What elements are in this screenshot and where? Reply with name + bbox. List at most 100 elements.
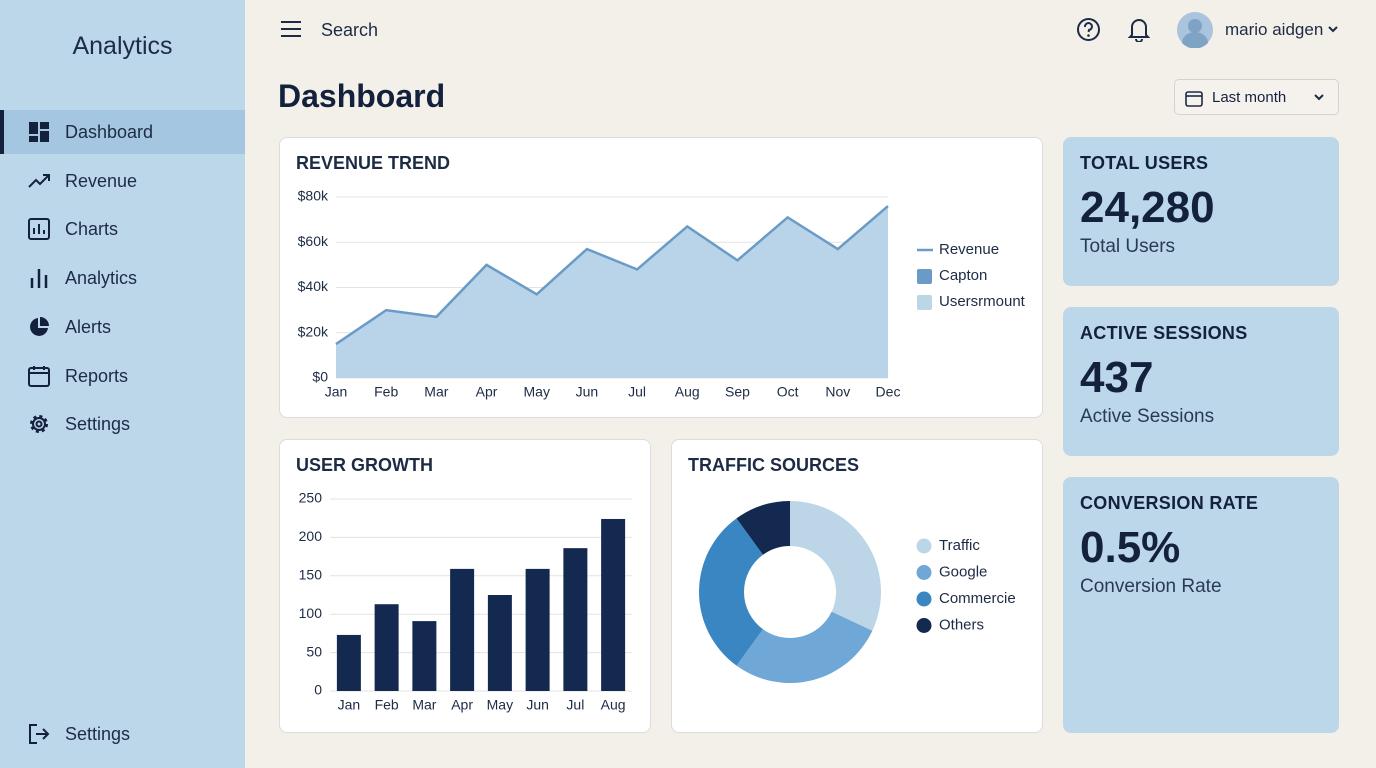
icon: [30, 317, 49, 336]
legend-label: Revenue: [939, 241, 999, 258]
chart-title: USER GROWTH: [296, 455, 433, 475]
x-tick-label: Oct: [777, 384, 799, 400]
y-tick-label: 150: [299, 567, 323, 583]
date-filter[interactable]: Last month: [1174, 79, 1339, 115]
x-tick-label: Apr: [476, 384, 498, 400]
x-tick-label: Jan: [325, 384, 348, 400]
x-tick-label: Aug: [675, 384, 700, 400]
avatar[interactable]: [1177, 12, 1213, 48]
x-tick-label: Apr: [451, 697, 473, 713]
x-tick-label: Jun: [526, 697, 549, 713]
icon: [30, 415, 48, 433]
stat-value: 437: [1080, 353, 1154, 402]
user-name[interactable]: mario aidgen: [1225, 20, 1324, 39]
nav-item[interactable]: Settings: [0, 712, 245, 756]
y-tick-label: 100: [299, 605, 323, 621]
bar: [450, 568, 475, 691]
legend-label: Others: [939, 616, 984, 633]
menu-icon[interactable]: [280, 19, 302, 39]
stat-card: CONVERSION RATE 0.5% Conversion Rate: [1063, 477, 1339, 733]
stat-title: ACTIVE SESSIONS: [1080, 323, 1248, 343]
y-tick-label: $80k: [298, 188, 329, 204]
sidebar: Analytics Dashboard Revenue Charts Analy…: [0, 0, 245, 768]
bar: [525, 568, 550, 691]
app-title: Analytics: [72, 32, 173, 60]
x-tick-label: Aug: [601, 697, 626, 713]
nav-item[interactable]: Charts: [0, 207, 245, 251]
icon: [29, 122, 49, 142]
bar: [563, 548, 588, 691]
x-tick-label: May: [487, 697, 513, 713]
legend-swatch: [916, 591, 932, 607]
donut-slice: [790, 501, 881, 631]
nav-item[interactable]: Analytics: [0, 256, 245, 300]
nav-label: Revenue: [65, 170, 138, 191]
stat-card: TOTAL USERS 24,280 Total Users: [1063, 137, 1339, 286]
legend-swatch: [917, 269, 932, 284]
donut-slice: [736, 501, 790, 555]
bar: [487, 595, 512, 691]
nav-item[interactable]: Reports: [0, 354, 245, 398]
donut-slice: [736, 611, 873, 683]
legend-label: Usersrmount: [939, 293, 1026, 310]
bar: [601, 518, 626, 691]
icon: [30, 269, 48, 288]
stat-value: 24,280: [1080, 183, 1215, 232]
y-tick-label: 0: [314, 682, 322, 698]
nav-item[interactable]: Alerts: [0, 305, 245, 349]
search[interactable]: Search: [321, 20, 379, 40]
y-tick-label: 250: [299, 490, 323, 506]
x-tick-label: Jan: [338, 697, 361, 713]
y-tick-label: 50: [306, 643, 322, 659]
legend-swatch: [917, 295, 932, 310]
chevron[interactable]: [1327, 25, 1339, 35]
donut-slice: [699, 518, 763, 666]
calendar-icon: [1185, 91, 1203, 107]
legend-swatch: [916, 565, 932, 580]
x-tick-label: Mar: [424, 384, 448, 400]
legend-label: Google: [939, 563, 987, 580]
legend-label: Capton: [939, 267, 987, 284]
help-icon[interactable]: [1076, 17, 1101, 42]
nav-item[interactable]: Dashboard: [0, 110, 245, 154]
nav-item[interactable]: Settings: [0, 402, 245, 446]
bar: [412, 621, 437, 691]
y-tick-label: $0: [312, 369, 328, 385]
stat-card: ACTIVE SESSIONS 437 Active Sessions: [1063, 307, 1339, 456]
icon: [28, 218, 50, 240]
x-tick-label: Feb: [375, 697, 399, 713]
chevron: [1314, 94, 1324, 101]
stat-label: Conversion Rate: [1080, 576, 1222, 597]
stat-title: CONVERSION RATE: [1080, 493, 1259, 513]
notification-icon[interactable]: [1128, 17, 1150, 42]
nav-item[interactable]: Revenue: [0, 159, 245, 203]
nav-label: Reports: [65, 365, 129, 386]
icon: [29, 724, 50, 744]
bar: [336, 634, 361, 691]
icon: [28, 174, 50, 188]
x-tick-label: Feb: [374, 384, 398, 400]
nav-label: Settings: [65, 413, 131, 434]
x-tick-label: Jul: [628, 384, 646, 400]
legend-swatch: [916, 618, 932, 633]
nav-label: Charts: [65, 218, 119, 239]
icon: [28, 366, 50, 387]
y-tick-label: 200: [299, 528, 323, 544]
page-title: Dashboard: [278, 78, 446, 114]
date-filter-label: Last month: [1212, 89, 1287, 106]
x-tick-label: Mar: [412, 697, 436, 713]
x-tick-label: Nov: [825, 384, 850, 400]
nav-label: Settings: [65, 723, 131, 744]
y-tick-label: $20k: [298, 323, 329, 339]
y-tick-label: $40k: [298, 278, 329, 294]
line: [335, 205, 889, 346]
x-tick-label: May: [524, 384, 550, 400]
nav-label: Alerts: [65, 316, 112, 337]
legend-label: Commercie: [939, 590, 1016, 607]
y-tick-label: $60k: [298, 233, 329, 249]
x-tick-label: Sep: [725, 384, 750, 400]
x-tick-label: Jul: [566, 697, 584, 713]
